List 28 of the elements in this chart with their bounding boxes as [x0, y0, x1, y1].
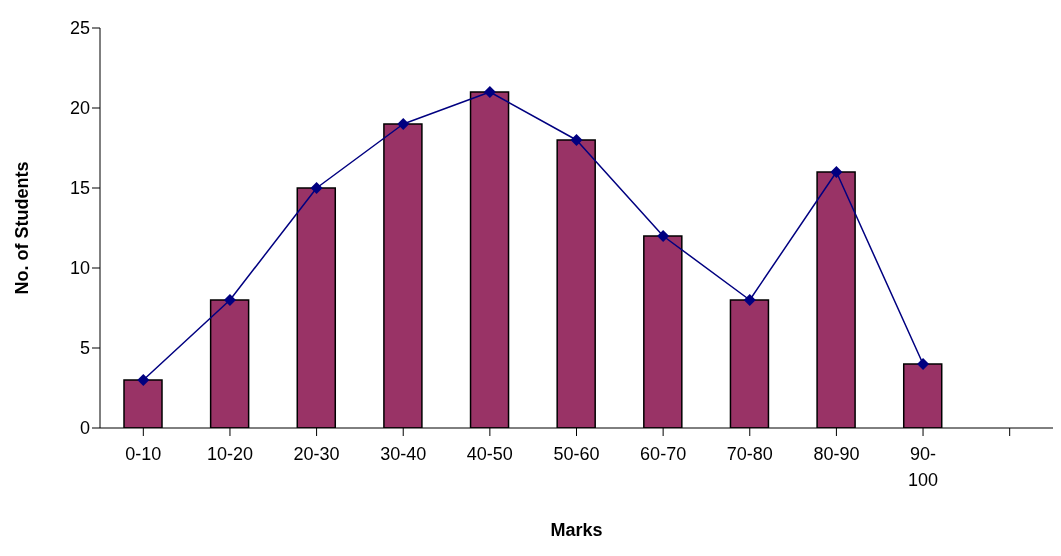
point [137, 374, 150, 386]
point [310, 182, 323, 194]
y-tick-label: 0 [79, 418, 90, 439]
x-tick-label: 10-20 [206, 444, 253, 464]
point [830, 166, 843, 178]
x-tick-label: 80-90 [813, 444, 860, 464]
x-tick-label: 60-70 [640, 444, 687, 464]
point [570, 134, 583, 146]
x-tick-label: 0-10 [125, 444, 162, 464]
x-axis-title: Marks [550, 520, 603, 540]
y-tick-label: 20 [69, 98, 90, 119]
x-tick-label: 40-50 [466, 444, 513, 464]
x-tick-label: 70-80 [726, 444, 773, 464]
y-tick-label: 5 [79, 338, 90, 359]
y-tick-label: 15 [69, 178, 90, 199]
y-tick-label: 25 [69, 18, 90, 39]
point [657, 230, 670, 242]
y-axis-title: No. of Students [12, 161, 33, 295]
x-tick-label: 90-100 [908, 444, 939, 490]
point [223, 294, 236, 306]
point [743, 294, 756, 306]
point [397, 118, 410, 130]
point [917, 358, 930, 370]
y-tick-label: 10 [69, 258, 90, 279]
x-tick-label: 50-60 [553, 444, 600, 464]
x-tick-label: 20-30 [293, 444, 340, 464]
x-tick-label: 30-40 [380, 444, 427, 464]
point [483, 86, 496, 98]
